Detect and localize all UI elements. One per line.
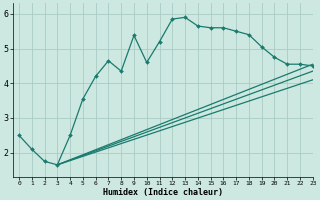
X-axis label: Humidex (Indice chaleur): Humidex (Indice chaleur)	[103, 188, 223, 197]
